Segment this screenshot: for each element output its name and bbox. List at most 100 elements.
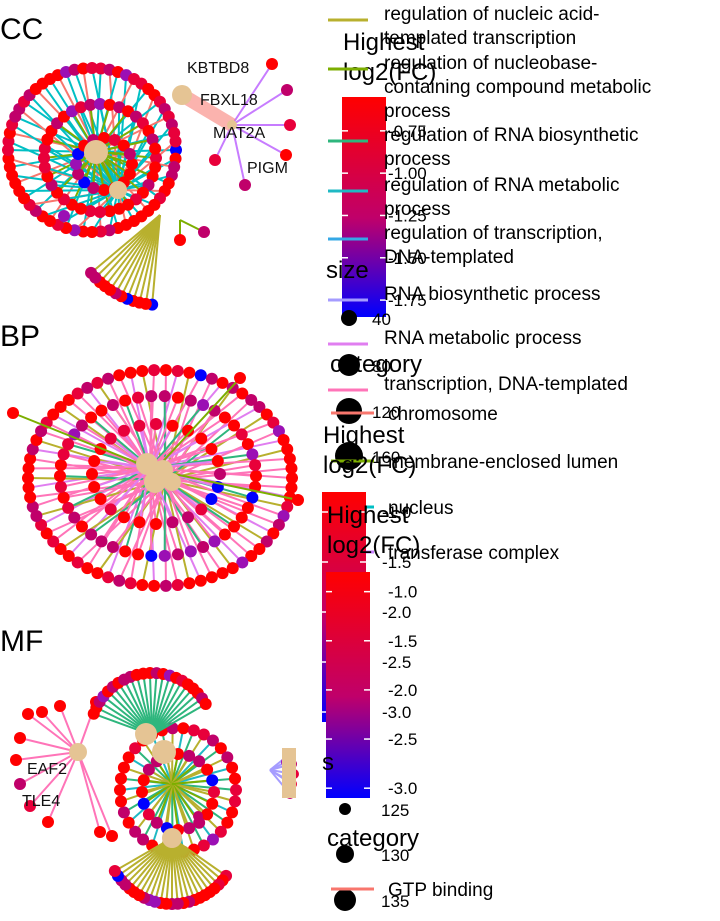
bp-outer-edge <box>164 479 288 508</box>
bp-outer-gene-node <box>236 556 249 569</box>
bp-inner-gene-node <box>214 468 226 480</box>
cc-lumen-edge <box>144 214 161 305</box>
mf-outer-gene-node <box>137 833 150 846</box>
bp-inner-gene-node <box>150 518 162 530</box>
cc-inner-gene-node <box>108 133 121 146</box>
mf-outer-gene-node <box>229 772 242 785</box>
mf-inner-edge <box>171 783 208 816</box>
bp-outer-gene-node <box>91 376 104 389</box>
mf-outer-gene-node <box>229 795 242 808</box>
fc-tick-label: -2.5 <box>388 730 417 749</box>
cc-outer-edge <box>95 101 161 153</box>
cc-middle-gene-node <box>84 205 97 218</box>
mf-left-edge <box>77 751 101 833</box>
bp-middle-gene-node <box>75 419 88 432</box>
cc-inner-gene-node <box>70 158 82 170</box>
bp-category-node <box>136 453 158 475</box>
bp-outer-gene-node <box>113 369 126 382</box>
bp-outer-gene-node <box>24 491 37 504</box>
bp-inner-gene-node <box>166 419 179 432</box>
cc-fc-title-line2: log2(FC) <box>323 452 416 479</box>
mf-outer-edge <box>119 783 173 791</box>
bp-inner-gene-node <box>133 419 146 432</box>
cc-middle-gene-node <box>38 152 50 164</box>
bp-inner-gene-node <box>182 424 194 437</box>
mf-inner-gene-node <box>206 797 219 810</box>
size-key-dot <box>338 354 360 376</box>
size-key-dot <box>335 442 363 470</box>
bp-middle-gene-node <box>106 541 119 554</box>
cc-transferase-edge <box>231 89 288 126</box>
mf-top-gene-node <box>199 698 212 710</box>
bp-middle-gene-node <box>158 390 171 403</box>
mf-left-edge <box>19 751 79 785</box>
bp-middle-gene-node <box>54 480 67 493</box>
mf-inner-edge <box>165 783 173 829</box>
bp-outer-gene-node <box>277 434 290 447</box>
mf-left-gene-node <box>94 826 106 838</box>
cc-gene-labels: KBTBD8 FBXL18 MAT2A PIGM <box>187 60 288 177</box>
cc-middle-gene-node <box>94 98 106 110</box>
bp-category-label: process <box>384 199 451 220</box>
cc-middle-gene-node <box>149 161 162 174</box>
cc-category-node <box>172 85 192 105</box>
bp-outer-gene-node <box>272 518 285 531</box>
bp-middle-gene-node <box>250 470 262 482</box>
cc-transferase-gene-node <box>239 179 251 191</box>
bp-outer-gene-node <box>194 369 207 382</box>
bp-middle-gene-node <box>145 549 158 562</box>
bp-middle-gene-node <box>106 398 119 411</box>
cc-outer-gene-node <box>86 226 98 238</box>
mf-outer-gene-node <box>214 825 227 838</box>
bp-outer-gene-node <box>194 574 207 587</box>
bp-middle-gene-node <box>184 394 197 407</box>
mf-inner-gene-node <box>201 763 214 776</box>
bp-outer-gene-node <box>136 579 149 592</box>
bp-outer-gene-node <box>159 579 172 592</box>
mf-top-edge <box>151 687 194 736</box>
bp-outer-gene-node <box>148 579 161 592</box>
fc-tick-label: -1.50 <box>388 249 427 268</box>
cc-transferase-gene-node <box>266 58 278 70</box>
bp-inner-gene-node <box>182 511 194 524</box>
bp-outer-gene-node <box>283 452 296 465</box>
cc-lumen-edge <box>126 214 161 300</box>
bp-outer-gene-node <box>148 364 161 377</box>
size-key-label: 40 <box>372 310 391 329</box>
mf-outer-edge <box>171 783 237 791</box>
bp-outer-gene-node <box>277 509 290 522</box>
mf-outer-gene-node <box>114 795 127 808</box>
cc-category-node <box>109 181 127 199</box>
bp-inner-gene-node <box>205 443 218 455</box>
bp-outer-gene-node <box>113 574 126 587</box>
category-label: nucleus <box>388 498 454 519</box>
bp-outer-gene-node <box>62 393 75 406</box>
bp-network <box>7 364 304 592</box>
bp-inner-gene-node <box>150 418 162 430</box>
mf-outer-edge <box>123 766 173 785</box>
mf-top-edge <box>151 673 158 736</box>
cc-transferase-edge <box>231 63 273 126</box>
size-key-label: 135 <box>381 892 409 911</box>
mf-left-edge <box>47 751 79 823</box>
mf-inner-gene-node <box>183 822 196 835</box>
mf-outer-edge <box>142 783 173 840</box>
mf-outer-gene-node <box>221 751 234 764</box>
cc-lumen-edge <box>114 214 161 294</box>
bp-outer-edge <box>149 439 284 469</box>
bp-middle-gene-node <box>218 411 231 424</box>
bp-outer-gene-node <box>22 472 34 484</box>
bp-inner-gene-node <box>86 468 98 480</box>
bp-inner-gene-node <box>195 432 208 445</box>
bp-outer-gene-node <box>159 364 172 377</box>
mf-outer-gene-node <box>214 742 227 755</box>
bp-middle-gene-node <box>249 459 262 472</box>
mf-left-gene-node <box>24 800 36 812</box>
bp-outer-edge <box>164 448 288 481</box>
bp-outer-gene-node <box>281 500 294 513</box>
bp-category-legend: regulation of nucleic acid-templated tra… <box>328 4 651 395</box>
cc-category-legend: category chromosome membrane-enclosed lum… <box>330 351 618 564</box>
category-label: GTP binding <box>388 880 493 901</box>
bp-middle-gene-node <box>228 520 241 533</box>
cc-middle-gene-node <box>103 205 116 218</box>
